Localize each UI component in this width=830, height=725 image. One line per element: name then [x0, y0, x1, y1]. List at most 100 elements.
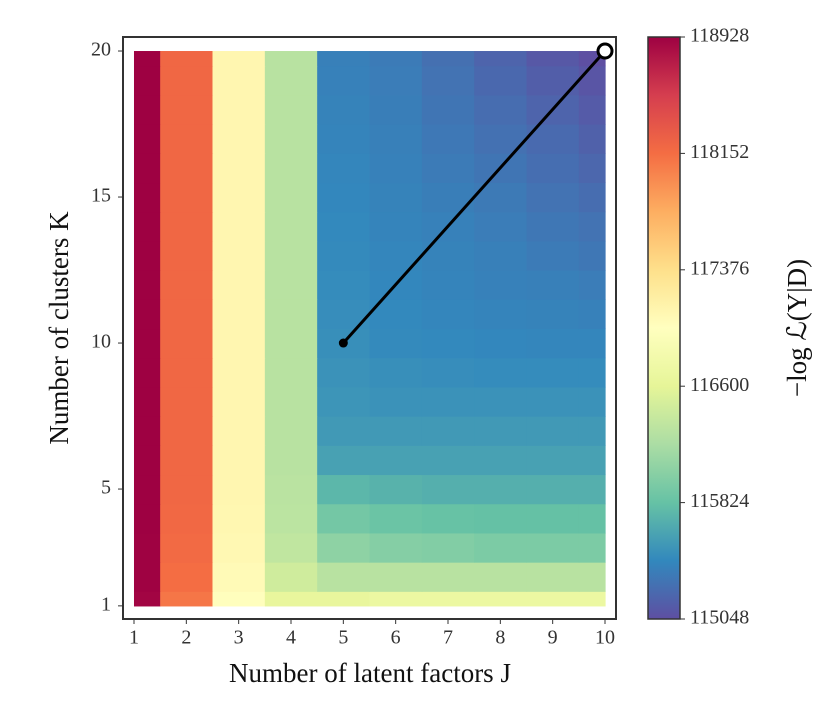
heatmap-cell: [317, 65, 371, 96]
heatmap-cell: [369, 328, 423, 359]
heatmap-cell: [578, 503, 606, 534]
colorbar-tick-label: 118152: [690, 141, 749, 163]
x-tick-label: 5: [338, 627, 348, 649]
heatmap-cell: [264, 94, 318, 125]
heatmap-cell: [133, 124, 161, 154]
heatmap-cell: [421, 591, 475, 607]
heatmap-cell: [133, 562, 161, 592]
heatmap-cell: [369, 182, 423, 213]
heatmap-cell: [264, 51, 318, 67]
y-tick-label: 20: [91, 39, 111, 61]
heatmap-cell: [264, 124, 318, 154]
heatmap-cell: [317, 591, 371, 607]
heatmap-cell: [160, 211, 214, 242]
heatmap-cell: [421, 328, 475, 359]
heatmap-cell: [317, 94, 371, 125]
heatmap-cell: [160, 124, 214, 154]
heatmap-cell: [369, 153, 423, 184]
heatmap-cell: [133, 445, 161, 476]
heatmap-cell: [474, 211, 528, 242]
heatmap-cell: [160, 357, 214, 388]
heatmap-cell: [264, 153, 318, 184]
heatmap-cell: [212, 65, 266, 96]
heatmap-cell: [212, 386, 266, 417]
heatmap-cell: [526, 503, 580, 534]
y-tick-label: 1: [101, 593, 111, 615]
heatmap-cell: [212, 124, 266, 154]
heatmap-cell: [421, 94, 475, 125]
heatmap-cell: [264, 211, 318, 242]
heatmap-cell: [264, 532, 318, 563]
colorbar-label: −log ℒ(Y|D): [782, 259, 812, 397]
heatmap-cell: [526, 591, 580, 607]
heatmap-cell: [369, 591, 423, 607]
heatmap-cell: [369, 474, 423, 505]
x-tick-label: 1: [129, 627, 139, 649]
heatmap-cell: [474, 51, 528, 67]
heatmap-cell: [133, 503, 161, 534]
colorbar-tick-label: 117376: [690, 257, 749, 279]
heatmap-cell: [160, 299, 214, 330]
heatmap-cell: [133, 328, 161, 359]
heatmap-cell: [264, 328, 318, 359]
heatmap-cell: [133, 240, 161, 271]
heatmap-cell: [133, 94, 161, 125]
heatmap-cell: [133, 270, 161, 300]
x-tick-label: 10: [595, 627, 615, 649]
heatmap-cell: [212, 328, 266, 359]
heatmap-cell: [160, 503, 214, 534]
y-tick-label: 15: [91, 185, 111, 207]
heatmap-cell: [133, 357, 161, 388]
heatmap-cell: [421, 416, 475, 446]
x-axis-label: Number of latent factors J: [229, 658, 511, 688]
heatmap-cell: [578, 386, 606, 417]
heatmap-cell: [421, 153, 475, 184]
heatmap-cell: [578, 357, 606, 388]
heatmap-cell: [369, 503, 423, 534]
heatmap-cell: [317, 386, 371, 417]
heatmap-cell: [317, 299, 371, 330]
heatmap-cell: [369, 532, 423, 563]
heatmap-cell: [212, 299, 266, 330]
heatmap-cell: [526, 328, 580, 359]
heatmap-cell: [578, 416, 606, 446]
heatmap-cell: [578, 562, 606, 592]
heatmap: [133, 51, 606, 607]
heatmap-cell: [133, 51, 161, 67]
heatmap-cell: [369, 211, 423, 242]
path-start: [338, 338, 348, 348]
heatmap-cell: [474, 124, 528, 154]
colorbar-tick-label: 116600: [690, 374, 749, 396]
heatmap-cell: [160, 591, 214, 607]
heatmap-cell: [578, 299, 606, 330]
heatmap-cell: [212, 416, 266, 446]
heatmap-cell: [317, 182, 371, 213]
heatmap-cell: [578, 182, 606, 213]
heatmap-cell: [474, 445, 528, 476]
heatmap-cell: [369, 124, 423, 154]
heatmap-cell: [212, 94, 266, 125]
heatmap-cell: [474, 416, 528, 446]
heatmap-cell: [317, 124, 371, 154]
heatmap-cell: [526, 532, 580, 563]
heatmap-cell: [369, 386, 423, 417]
heatmap-cell: [133, 65, 161, 96]
heatmap-cell: [133, 153, 161, 184]
heatmap-cell: [160, 416, 214, 446]
heatmap-cell: [526, 240, 580, 271]
heatmap-cell: [578, 532, 606, 563]
heatmap-cell: [578, 270, 606, 300]
heatmap-cell: [474, 474, 528, 505]
heatmap-cell: [317, 416, 371, 446]
x-tick-label: 4: [286, 627, 296, 649]
heatmap-cell: [264, 65, 318, 96]
heatmap-cell: [474, 503, 528, 534]
heatmap-cell: [578, 153, 606, 184]
colorbar: [647, 36, 681, 620]
y-axis-label: Number of clusters K: [44, 211, 74, 445]
heatmap-cell: [421, 532, 475, 563]
path-line: [342, 50, 607, 345]
heatmap-cell: [317, 357, 371, 388]
heatmap-cell: [578, 474, 606, 505]
